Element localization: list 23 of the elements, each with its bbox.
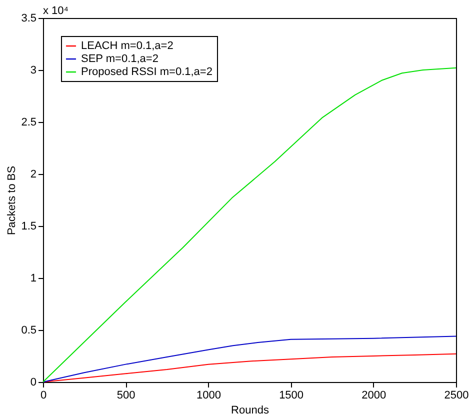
x-tick-label: 2500 <box>444 390 469 402</box>
y-tick-label: 2 <box>30 168 36 180</box>
line-series <box>42 336 456 382</box>
x-tick-label: 2000 <box>362 390 386 402</box>
y-tick-label: 3 <box>30 64 36 76</box>
x-tick-label: 0 <box>40 390 47 402</box>
y-tick-label: 2.5 <box>21 116 36 128</box>
text: x 10⁴ <box>43 5 69 17</box>
y-tick-label: 0.5 <box>21 324 36 336</box>
y-tick-label: 3.5 <box>21 12 36 24</box>
y-tick-label: 1 <box>30 272 36 284</box>
x-tick-label: 1000 <box>196 390 221 402</box>
x-axis-title: Rounds <box>231 404 270 416</box>
x-tick-label: 500 <box>116 390 136 402</box>
y-tick-label: 0 <box>30 376 36 388</box>
y-axis-title: Packets to BS <box>6 166 18 236</box>
legend-label: Proposed RSSI m=0.1,a=2 <box>81 66 212 78</box>
line-series <box>42 353 456 382</box>
line-series <box>42 67 456 382</box>
legend-label: LEACH m=0.1,a=2 <box>81 40 174 52</box>
legend-label: SEP m=0.1,a=2 <box>81 53 158 65</box>
x-tick-label: 1500 <box>279 390 304 402</box>
y-tick-label: 1.5 <box>21 220 36 232</box>
